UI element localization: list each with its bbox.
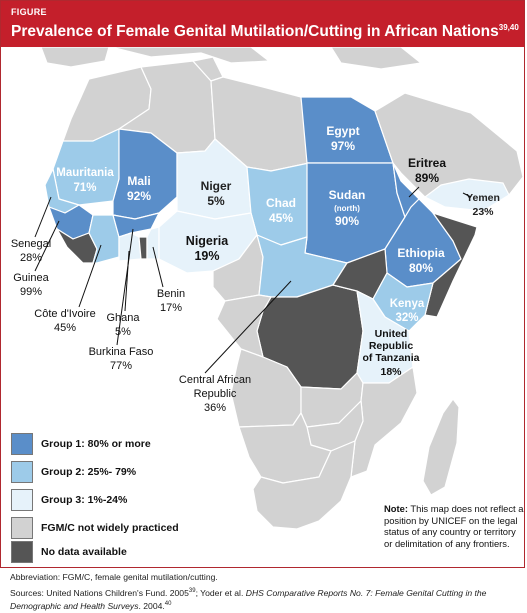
- figure-title: Prevalence of Female Genital Mutilation/…: [11, 23, 519, 41]
- region-south-africa: [252, 440, 356, 530]
- legend-swatch: [11, 433, 33, 455]
- map-note: Note: This map does not reflect a positi…: [384, 503, 524, 549]
- figure-label: FIGURE: [11, 7, 47, 17]
- legend-label: Group 2: 25%- 79%: [41, 466, 137, 478]
- region-spain: [40, 47, 110, 68]
- label-yemen-name: Yemen: [466, 192, 500, 204]
- legend-item-not-practiced: FGM/C not widely practiced: [11, 517, 251, 541]
- label-egypt-value: 97%: [331, 139, 355, 153]
- region-togo: [138, 236, 148, 260]
- legend-label: Group 3: 1%-24%: [41, 494, 128, 506]
- sources-b: ; Yoder et al.: [195, 587, 246, 598]
- legend-item-group3: Group 3: 1%-24%: [11, 489, 251, 513]
- label-car-line2: Republic: [194, 388, 237, 400]
- label-burkina-faso-name: Burkina Faso: [89, 346, 154, 358]
- label-chad-value: 45%: [269, 211, 293, 225]
- label-tanzania-value: 18%: [380, 366, 402, 378]
- leader-eritrea: [408, 186, 420, 198]
- label-ethiopia-name: Ethiopia: [397, 246, 445, 260]
- sources-a-sup: 39: [188, 588, 196, 594]
- legend-swatch: [11, 489, 33, 511]
- label-nigeria-name: Nigeria: [186, 234, 229, 248]
- label-sudan-name: Sudan: [329, 188, 366, 202]
- label-egypt-name: Egypt: [326, 124, 359, 138]
- label-ethiopia-value: 80%: [409, 261, 433, 275]
- region-europe: [110, 47, 270, 64]
- label-tanzania-line1: United: [375, 328, 408, 340]
- figure-header: FIGURE Prevalence of Female Genital Muti…: [1, 1, 524, 47]
- label-eritrea-value: 89%: [415, 171, 439, 185]
- region-madagascar: [422, 398, 460, 496]
- region-congo: [216, 294, 272, 358]
- label-guinea-value: 99%: [20, 286, 42, 298]
- legend-item-group2: Group 2: 25%- 79%: [11, 461, 251, 485]
- region-ghana: [118, 232, 142, 262]
- leader-car: [204, 280, 292, 374]
- label-mauritania-name: Mauritania: [56, 167, 114, 179]
- label-tanzania-line3: of Tanzania: [363, 352, 420, 364]
- region-somalia: [424, 212, 478, 318]
- footer-abbreviation: Abbreviation: FGM/C, female genital muti…: [10, 572, 218, 582]
- label-burkina-faso-value: 77%: [110, 360, 132, 372]
- legend-swatch: [11, 541, 33, 563]
- legend-item-group1: Group 1: 80% or more: [11, 433, 251, 457]
- label-car-value: 36%: [204, 402, 226, 414]
- label-benin-value: 17%: [160, 302, 182, 314]
- label-nigeria-value: 19%: [194, 249, 219, 263]
- africa-map: Egypt 97% Mauritania 71% Mali 92% Niger …: [11, 47, 524, 530]
- leader-cote-divoire: [78, 244, 102, 308]
- label-mali-name: Mali: [127, 174, 150, 188]
- label-kenya-name: Kenya: [390, 298, 425, 310]
- leader-senegal: [34, 196, 52, 238]
- legend-swatch: [11, 461, 33, 483]
- label-car-line1: Central African: [179, 374, 251, 386]
- label-mali-value: 92%: [127, 189, 151, 203]
- label-mauritania-value: 71%: [73, 182, 96, 194]
- label-senegal-name: Senegal: [11, 238, 51, 250]
- label-sudan-sub: (north): [334, 204, 360, 213]
- label-ghana-name: Ghana: [106, 312, 140, 324]
- sources-a: Sources: United Nations Children's Fund.…: [10, 587, 189, 598]
- label-eritrea-name: Eritrea: [408, 156, 446, 170]
- sources-italic: DHS Comparative Reports No. 7: Female Ge…: [10, 587, 487, 612]
- leader-guinea: [34, 220, 60, 272]
- label-guinea-name: Guinea: [13, 272, 49, 284]
- sources-c-sup: 40: [164, 601, 172, 608]
- sources-c: . 2004.: [138, 601, 165, 612]
- region-turkey: [330, 47, 422, 70]
- label-niger-name: Niger: [201, 179, 232, 193]
- leader-burkina-faso: [116, 228, 134, 346]
- label-ghana-value: 5%: [115, 326, 131, 338]
- label-tanzania-line2: Republic: [369, 340, 413, 352]
- label-yemen-value: 23%: [472, 206, 494, 218]
- legend-label: FGM/C not widely practiced: [41, 522, 179, 534]
- label-cote-divoire-name: Côte d'Ivoire: [34, 308, 95, 320]
- legend-label: No data available: [41, 546, 127, 558]
- label-kenya-value: 32%: [395, 312, 418, 324]
- label-chad-name: Chad: [266, 196, 296, 210]
- note-text: This map does not reflect a position by …: [384, 503, 524, 549]
- label-benin-name: Benin: [157, 288, 185, 300]
- label-sudan-value: 90%: [335, 214, 359, 228]
- legend-item-no-data: No data available: [11, 541, 251, 565]
- leader-yemen: [462, 192, 472, 198]
- label-niger-value: 5%: [207, 194, 225, 208]
- figure-frame: FIGURE Prevalence of Female Genital Muti…: [0, 0, 525, 568]
- label-cote-divoire-value: 45%: [54, 322, 76, 334]
- legend-swatch: [11, 517, 33, 539]
- region-benin: [146, 226, 160, 260]
- note-lead: Note:: [384, 503, 408, 514]
- figure-title-sup: 39,40: [498, 23, 519, 32]
- footer-sources: Sources: United Nations Children's Fund.…: [10, 586, 520, 613]
- leader-benin: [152, 246, 164, 288]
- legend-label: Group 1: 80% or more: [41, 438, 151, 450]
- figure-title-text: Prevalence of Female Genital Mutilation/…: [11, 23, 499, 41]
- label-senegal-value: 28%: [20, 252, 42, 264]
